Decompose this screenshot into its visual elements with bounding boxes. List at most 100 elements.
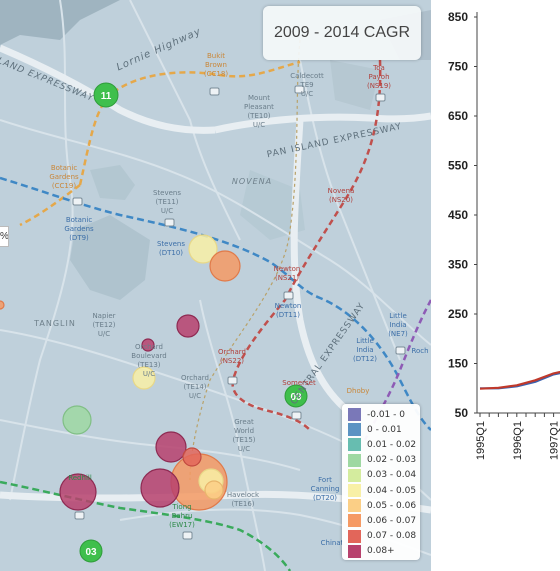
station-label: Brown [205, 61, 227, 69]
station-label: World [234, 427, 254, 435]
station-label: Chinat [321, 539, 344, 547]
station-marker[interactable] [375, 93, 386, 102]
station-label: (NE7) [388, 330, 408, 338]
station-label: (NS21) [275, 274, 299, 282]
station-label: Botanic [51, 164, 78, 172]
data-bubble[interactable] [0, 300, 5, 310]
station-marker[interactable] [209, 87, 220, 96]
data-bubble[interactable] [62, 405, 92, 435]
data-bubble[interactable] [155, 431, 187, 463]
data-bubble[interactable] [209, 250, 241, 282]
district-badge-label: 09 [290, 392, 302, 403]
district-badge[interactable] [79, 539, 103, 563]
data-bubble[interactable] [141, 338, 155, 352]
station-marker[interactable] [72, 197, 83, 206]
station-label: Botanic [66, 216, 93, 224]
tooltip-fragment: % [0, 226, 9, 247]
data-bubble[interactable] [132, 366, 156, 390]
station-label: Gardens [64, 225, 94, 233]
minor-road [9, 0, 74, 501]
legend-swatch [348, 468, 361, 482]
park-area [90, 165, 135, 200]
area-label: NOVENA [232, 177, 272, 186]
data-bubble[interactable] [204, 480, 224, 500]
district-badge-label: 11 [101, 91, 112, 102]
data-bubble[interactable] [59, 473, 97, 511]
mrt-downtown-line [0, 176, 431, 431]
station-label: (NS19) [367, 82, 391, 90]
x-tick-label: 1996Q1 [512, 421, 524, 460]
legend-label: 0.08+ [367, 546, 395, 557]
district-badge[interactable] [93, 82, 119, 108]
legend-label: 0.04 - 0.05 [367, 485, 417, 496]
station-label: Gardens [49, 173, 79, 181]
park-area [0, 0, 120, 45]
station-label: (TE14) [183, 383, 206, 391]
data-bubble[interactable] [140, 468, 180, 508]
station-label: Havelock [227, 491, 260, 499]
station-label: Fort [318, 476, 332, 484]
station-label: Orchard [181, 374, 209, 382]
station-marker[interactable] [395, 346, 406, 355]
legend-item: 0.04 - 0.05 [348, 483, 420, 498]
minor-road [299, 59, 401, 361]
legend-item: 0.06 - 0.07 [348, 513, 420, 528]
data-bubble[interactable] [182, 447, 202, 467]
station-marker[interactable] [283, 291, 294, 300]
station-label: (NS22) [220, 357, 244, 365]
legend-label: -0.01 - 0 [367, 409, 405, 420]
minor-road [0, 119, 431, 346]
map-view[interactable]: 11 09 03 Lornie Highway ISLAND EXPRESSWAY… [0, 0, 431, 571]
mrt-east-west-line [0, 480, 292, 571]
station-label: Newton [274, 265, 301, 273]
park-area [240, 170, 305, 240]
station-label: U/C [143, 370, 155, 378]
station-label: Payoh [368, 73, 389, 81]
pan-island-expressway [214, 112, 431, 134]
island-expressway [0, 44, 216, 134]
station-marker[interactable] [291, 411, 302, 420]
station-label: U/C [253, 121, 265, 129]
station-label: Orchard [135, 343, 163, 351]
station-label: U/C [98, 330, 110, 338]
legend-swatch [348, 529, 361, 543]
station-label: Stevens [157, 240, 185, 248]
data-bubble[interactable] [188, 234, 218, 264]
mrt-thomson-line [189, 39, 301, 481]
station-label: Orchard [218, 348, 246, 356]
legend-swatch [348, 423, 361, 437]
station-label: (DT12) [353, 355, 377, 363]
station-label: (TE10) [247, 112, 270, 120]
station-label: Pleasant [244, 103, 274, 111]
station-marker[interactable] [227, 376, 238, 385]
station-marker[interactable] [294, 85, 305, 94]
station-marker[interactable] [164, 218, 175, 227]
station-label: U/C [301, 90, 313, 98]
legend-label: 0.03 - 0.04 [367, 470, 417, 481]
station-label: Boulevard [131, 352, 166, 360]
road-label: ISLAND EXPRESSWAY [0, 52, 96, 104]
station-label: U/C [238, 445, 250, 453]
station-label: India [356, 346, 373, 354]
legend-swatch [348, 499, 361, 513]
station-label: Novena [328, 187, 355, 195]
data-bubble[interactable] [176, 314, 200, 338]
road-label: Lornie Highway [115, 26, 203, 73]
station-marker[interactable] [74, 511, 85, 520]
station-marker[interactable] [182, 531, 193, 540]
central-expressway [290, 119, 362, 423]
y-tick-label: 450 [448, 208, 468, 222]
station-label: Newton [275, 302, 302, 310]
station-label: (TE15) [232, 436, 255, 444]
station-label: Stevens [153, 189, 181, 197]
map-title-text: 2009 - 2014 CAGR [273, 24, 411, 41]
station-label: TE9 [299, 81, 313, 89]
station-label: (EW17) [169, 521, 195, 529]
district-badge[interactable] [284, 384, 308, 408]
mrt-north-south-line [231, 59, 382, 431]
station-label: U/C [189, 392, 201, 400]
station-label: Dhoby [347, 387, 370, 395]
map-title: 2009 - 2014 CAGR [263, 6, 421, 60]
minor-road [199, 299, 266, 571]
station-label: Napier [92, 312, 115, 320]
